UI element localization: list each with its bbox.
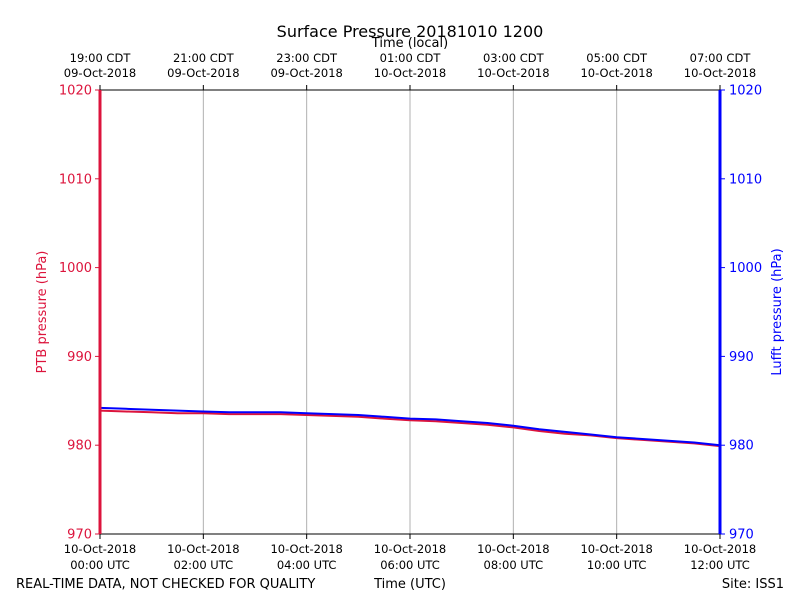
right-y-tick-label: 1000 <box>729 261 762 276</box>
right-y-axis-label: Lufft pressure (hPa) <box>770 248 785 375</box>
top-axis-label: Time (local) <box>371 36 448 51</box>
bottom-x-tick-time: 04:00 UTC <box>277 558 337 572</box>
site-label: Site: ISS1 <box>722 577 784 592</box>
bottom-x-tick-date: 10-Oct-2018 <box>580 542 652 556</box>
top-x-tick-date: 10-Oct-2018 <box>477 66 549 80</box>
bottom-x-tick-time: 10:00 UTC <box>587 558 647 572</box>
top-x-tick-date: 09-Oct-2018 <box>270 66 342 80</box>
series-layer <box>99 406 721 448</box>
top-x-tick-time: 21:00 CDT <box>173 51 235 65</box>
quality-disclaimer: REAL-TIME DATA, NOT CHECKED FOR QUALITY <box>16 577 315 592</box>
top-x-tick-date: 09-Oct-2018 <box>64 66 136 80</box>
top-x-tick-time: 23:00 CDT <box>276 51 338 65</box>
top-x-tick-time: 07:00 CDT <box>690 51 752 65</box>
x-axis-label: Time (UTC) <box>373 577 446 592</box>
top-x-tick-date: 10-Oct-2018 <box>580 66 652 80</box>
bottom-x-tick-time: 00:00 UTC <box>70 558 130 572</box>
bottom-x-tick-date: 10-Oct-2018 <box>64 542 136 556</box>
top-x-tick-date: 10-Oct-2018 <box>684 66 756 80</box>
bottom-x-tick-date: 10-Oct-2018 <box>477 542 549 556</box>
grid-lines <box>202 90 618 534</box>
top-x-tick-time: 01:00 CDT <box>380 51 442 65</box>
bottom-x-tick-date: 10-Oct-2018 <box>684 542 756 556</box>
right-y-tick-label: 970 <box>729 528 754 543</box>
left-y-tick-label: 970 <box>67 528 92 543</box>
left-y-tick-label: 990 <box>67 350 92 365</box>
left-y-tick-label: 980 <box>67 439 92 454</box>
top-x-tick-date: 10-Oct-2018 <box>374 66 446 80</box>
left-y-axis-label: PTB pressure (hPa) <box>35 251 50 374</box>
bottom-x-tick-time: 12:00 UTC <box>690 558 750 572</box>
bottom-x-tick-date: 10-Oct-2018 <box>374 542 446 556</box>
chart-title: Surface Pressure 20181010 1200 <box>277 22 544 41</box>
right-y-tick-label: 990 <box>729 350 754 365</box>
left-y-axis: 970 980 990 1000 1010 1020 <box>59 84 100 543</box>
lufft-pressure-line <box>99 406 721 447</box>
bottom-x-tick-time: 02:00 UTC <box>174 558 234 572</box>
top-x-tick-time: 19:00 CDT <box>70 51 132 65</box>
top-x-tick-date: 09-Oct-2018 <box>167 66 239 80</box>
left-y-tick-label: 1000 <box>59 261 92 276</box>
bottom-x-axis: 10-Oct-2018 00:00 UTC 10-Oct-2018 02:00 UTC… <box>64 534 756 572</box>
right-y-tick-label: 1010 <box>729 172 762 187</box>
bottom-x-tick-time: 08:00 UTC <box>484 558 544 572</box>
right-y-tick-label: 980 <box>729 439 754 454</box>
bottom-x-tick-time: 06:00 UTC <box>380 558 440 572</box>
top-x-tick-time: 05:00 CDT <box>586 51 648 65</box>
left-y-tick-label: 1020 <box>59 84 92 99</box>
right-y-tick-label: 1020 <box>729 84 762 99</box>
left-y-tick-label: 1010 <box>59 172 92 187</box>
bottom-x-tick-date: 10-Oct-2018 <box>167 542 239 556</box>
bottom-x-tick-date: 10-Oct-2018 <box>270 542 342 556</box>
right-y-axis: 970 980 990 1000 1010 1020 <box>720 84 762 543</box>
top-x-tick-time: 03:00 CDT <box>483 51 545 65</box>
